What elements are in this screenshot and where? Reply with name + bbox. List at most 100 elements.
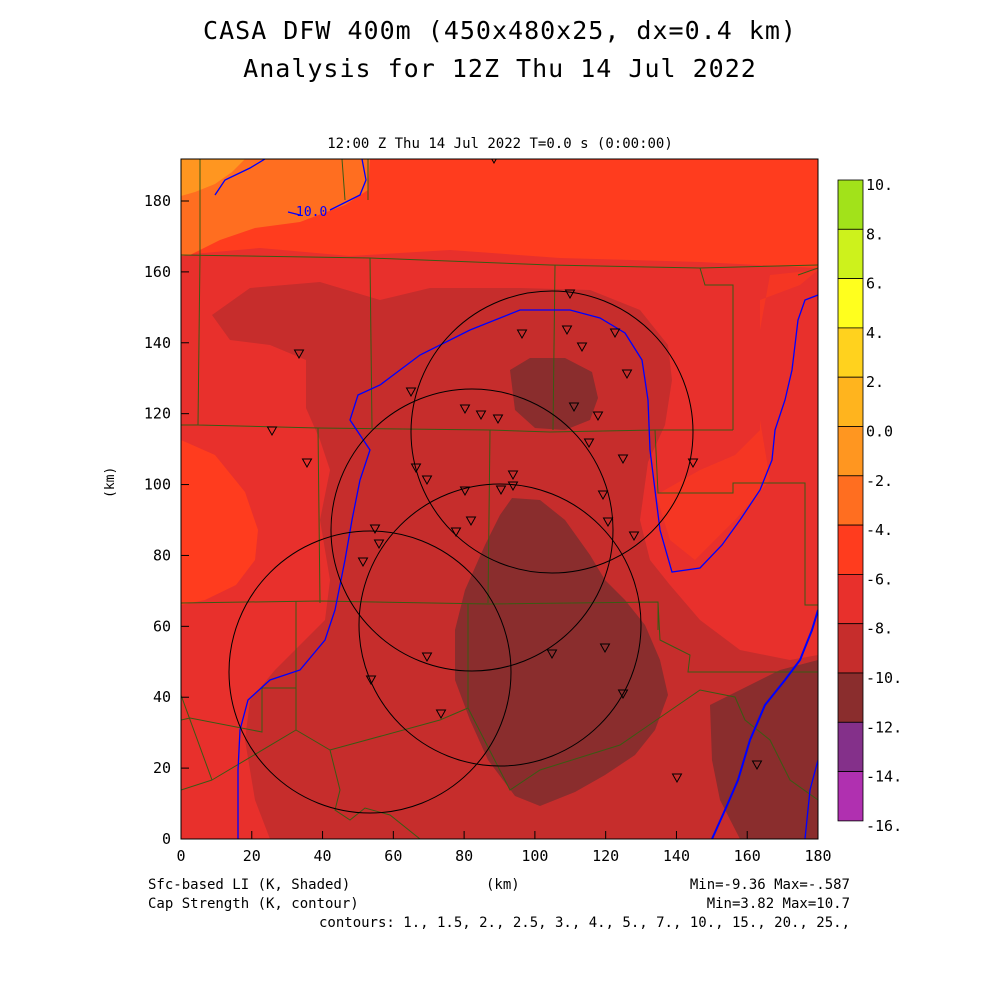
shaded-field-label: Sfc-based LI (K, Shaded): [148, 877, 351, 893]
station-marker: [671, 773, 683, 784]
y-axis-unit: (km): [103, 466, 118, 498]
colorbar-swatch: [837, 574, 864, 625]
valid-time-label: 12:00 Z Thu 14 Jul 2022 T=0.0 s (0:00:00…: [327, 136, 673, 152]
contour-line-bold: [711, 609, 818, 839]
colorbar-label: 10.: [866, 176, 893, 194]
y-tick-label: 60: [153, 617, 171, 635]
station-marker: [561, 325, 573, 336]
station-marker: [546, 649, 558, 660]
colorbar-label: 0.0: [866, 423, 893, 441]
station-marker: [617, 454, 629, 465]
station-marker: [621, 369, 633, 380]
station-marker: [687, 458, 699, 469]
contour-line: [237, 294, 818, 839]
x-axis-unit: (km): [486, 877, 520, 893]
county-line: [341, 159, 369, 201]
station-marker: [301, 458, 313, 469]
colorbar-label: 6.: [866, 275, 884, 293]
li-region-northwest-warmer: [181, 159, 370, 256]
li-region-coolest-north: [510, 358, 598, 430]
shaded-field: [181, 159, 818, 839]
x-tick-label: 180: [804, 847, 831, 865]
county-line: [181, 254, 733, 433]
colorbar-swatch: [837, 179, 864, 230]
station-marker: [751, 760, 763, 771]
station-marker: [576, 342, 588, 353]
x-tick-label: 0: [176, 847, 185, 865]
radar-rings: [228, 290, 694, 814]
x-tick-label: 160: [734, 847, 761, 865]
colorbar-label: -2.: [866, 472, 893, 490]
station-marker: [609, 328, 621, 339]
colorbar-swatch: [837, 278, 864, 329]
map-title-line-2: Analysis for 12Z Thu 14 Jul 2022: [243, 54, 757, 83]
y-tick-label: 100: [144, 476, 171, 494]
y-tick-label: 80: [153, 546, 171, 564]
station-marker: [421, 475, 433, 486]
station-marker: [564, 289, 576, 300]
radar-ring: [358, 483, 642, 767]
y-tick-label: 160: [144, 263, 171, 281]
x-tick-label: 100: [521, 847, 548, 865]
radar-ring: [228, 530, 512, 814]
station-marker: [628, 531, 640, 542]
radar-ring: [330, 388, 614, 672]
station-marker: [597, 490, 609, 501]
colorbar: 10. 8. 6. 4. 2. 0.0 -2. -4. -6. -8. -10. -12. -14. -1…: [837, 176, 902, 835]
county-boundaries: [181, 159, 818, 839]
station-marker: [373, 539, 385, 550]
colorbar-label: 8.: [866, 225, 884, 243]
colorbar-swatch: [837, 771, 864, 822]
station-marker: [369, 524, 381, 535]
station-marker: [507, 481, 519, 492]
station-marker: [492, 414, 504, 425]
station-marker: [568, 402, 580, 413]
station-marker: [507, 470, 519, 481]
colorbar-swatch: [837, 672, 864, 723]
station-marker: [365, 675, 377, 686]
station-marker: [293, 349, 305, 360]
x-tick-label: 60: [384, 847, 402, 865]
station-marker: [421, 652, 433, 663]
y-tick-label: 0: [162, 830, 171, 848]
map-title-line-1: CASA DFW 400m (450x480x25, dx=0.4 km): [203, 16, 797, 45]
y-tick-label: 180: [144, 192, 171, 210]
x-tick-label: 80: [455, 847, 473, 865]
y-tick-label: 40: [153, 688, 171, 706]
county-line: [467, 689, 818, 801]
county-line: [181, 159, 818, 269]
station-marker: [599, 643, 611, 654]
station-marker: [410, 463, 422, 474]
y-tick-label: 20: [153, 759, 171, 777]
x-tick-label: 20: [243, 847, 261, 865]
station-marker: [583, 438, 595, 449]
colorbar-label: -12.: [866, 718, 902, 736]
x-axis: 0 20 40 60 80 100 120 140 160 180: [176, 831, 832, 865]
contour-line: [804, 759, 818, 839]
plot-frame: [180, 158, 819, 840]
station-marker: [459, 486, 471, 497]
colorbar-label: 4.: [866, 324, 884, 342]
county-line: [181, 729, 297, 791]
shaded-range-label: Min=-9.36 Max=-.587: [689, 877, 850, 893]
x-tick-label: 120: [592, 847, 619, 865]
colorbar-label: -14.: [866, 768, 902, 786]
y-axis: 0 20 40 60 80 100 120 140 160 180: [144, 192, 189, 848]
cap-strength-contours: [214, 159, 818, 839]
x-tick-label: 40: [314, 847, 332, 865]
colorbar-label: -6.: [866, 570, 893, 588]
li-region-coolest-southeast: [710, 660, 818, 839]
station-marker: [465, 516, 477, 527]
county-line: [317, 427, 818, 606]
li-region-coolest-central: [455, 498, 668, 806]
colorbar-label: 2.: [866, 373, 884, 391]
li-region-northwest-hot: [181, 159, 245, 196]
station-marker: [495, 485, 507, 496]
station-marker: [266, 426, 278, 437]
colorbar-swatch: [837, 475, 864, 526]
contour-levels-label: contours: 1., 1.5, 2., 2.5, 3., 4., 5., …: [318, 915, 850, 931]
contour-label: 10.0: [296, 205, 327, 220]
colorbar-swatch: [837, 376, 864, 427]
county-line: [369, 257, 818, 431]
